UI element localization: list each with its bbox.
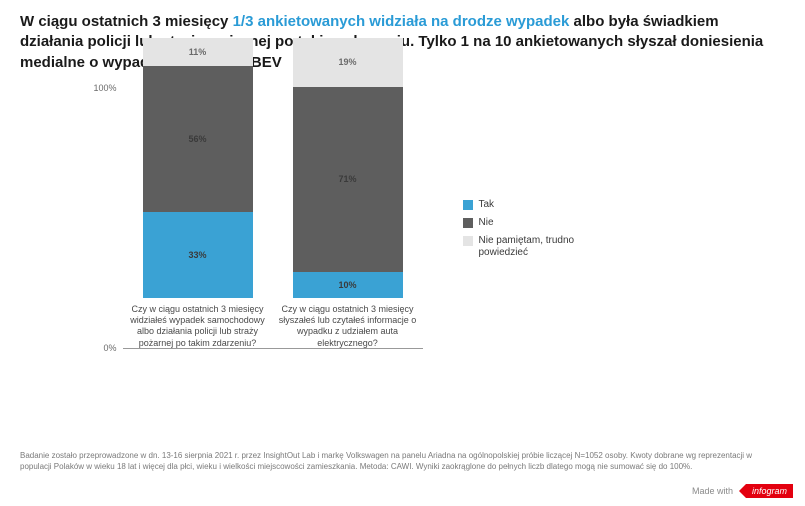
bar-segment-nie: 71% [293,87,403,272]
legend-item-nie: Nie [463,217,613,229]
title-accent: 1/3 ankietowanych widziała na drodze wyp… [233,13,570,30]
legend-label: Nie pamiętam, trudno powiedzieć [479,235,613,259]
bar-segment-tak: 33% [143,212,253,298]
legend-swatch [463,236,473,246]
legend-label: Nie [479,217,494,229]
y-axis-top-label: 100% [83,83,117,93]
page-title: W ciągu ostatnich 3 miesięcy 1/3 ankieto… [0,0,805,81]
footnote: Badanie zostało przeprowadzone w dn. 13-… [20,451,785,472]
bar-segment-nie: 56% [143,66,253,212]
made-with-label: Made with [692,486,733,496]
infogram-brand: infogram [746,484,793,498]
made-with: Made with infogram [692,484,793,498]
x-axis-line [123,348,423,349]
x-category-label: Czy w ciągu ostatnich 3 miesięcy widział… [128,298,268,349]
y-axis-bottom-label: 0% [83,343,117,353]
infogram-arrow-icon [739,484,746,498]
legend-item-np: Nie pamiętam, trudno powiedzieć [463,235,613,259]
bar-column: 33%56%11%Czy w ciągu ostatnich 3 miesięc… [143,38,253,349]
legend-label: Tak [479,199,495,211]
bar-stack: 33%56%11% [143,38,253,298]
title-prefix: W ciągu ostatnich 3 miesięcy [20,13,233,30]
bar-column: 10%71%19%Czy w ciągu ostatnich 3 miesięc… [293,38,403,349]
bar-stack: 10%71%19% [293,38,403,298]
legend-item-tak: Tak [463,199,613,211]
infogram-badge[interactable]: infogram [739,484,793,498]
bar-segment-tak: 10% [293,272,403,298]
x-category-label: Czy w ciągu ostatnich 3 miesięcy słyszał… [278,298,418,349]
legend: Tak Nie Nie pamiętam, trudno powiedzieć [463,199,613,265]
plot-area: 100% 0% 33%56%11%Czy w ciągu ostatnich 3… [123,89,423,349]
chart-region: 100% 0% 33%56%11%Czy w ciągu ostatnich 3… [0,89,805,409]
legend-swatch [463,218,473,228]
legend-swatch [463,200,473,210]
bar-segment-np: 11% [143,38,253,67]
bar-segment-np: 19% [293,38,403,87]
